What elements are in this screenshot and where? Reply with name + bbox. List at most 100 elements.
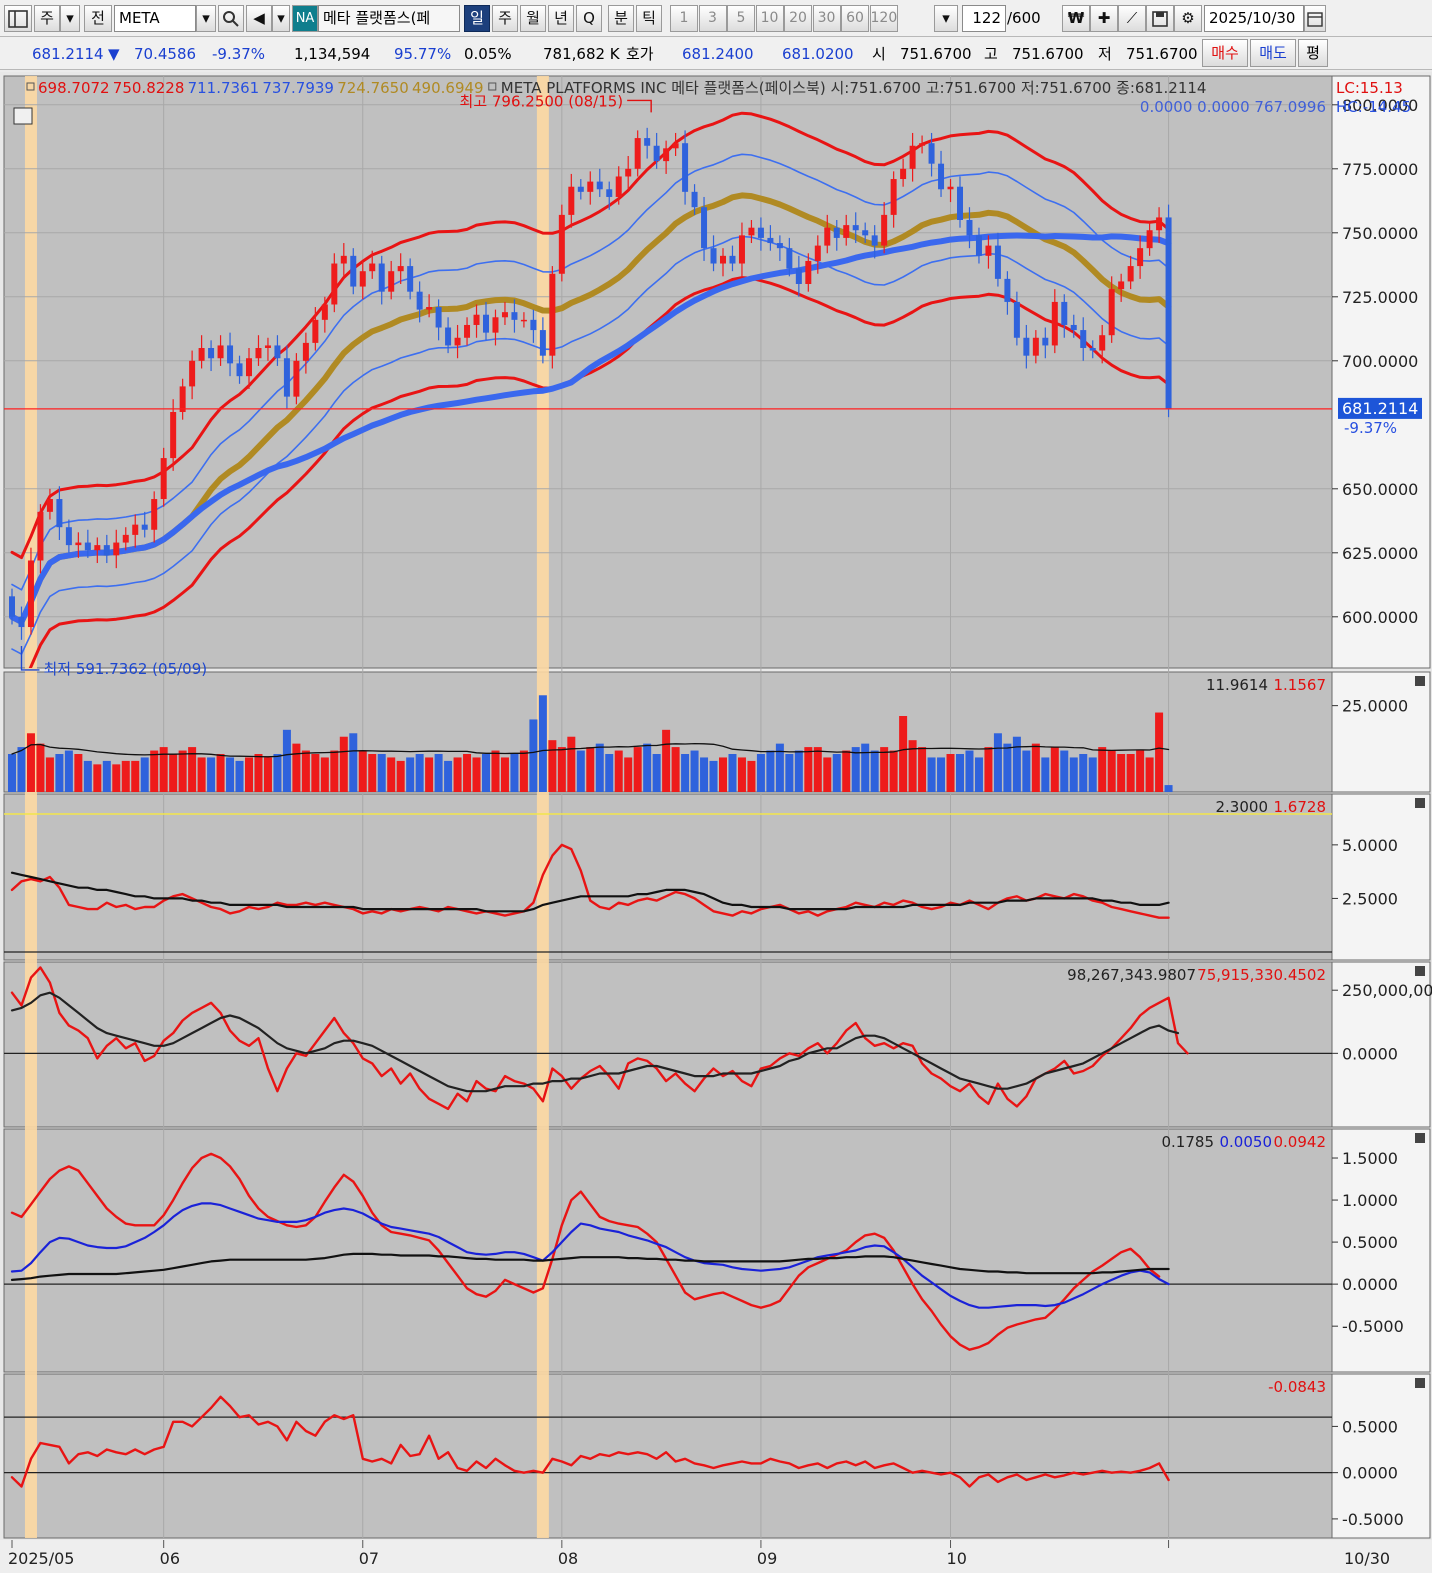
- volume-bar-97: [927, 757, 936, 792]
- candle-body-12: [122, 534, 129, 543]
- minute-unit-120-button[interactable]: 120: [869, 5, 898, 32]
- x-axis-label-4: 09: [757, 1549, 777, 1568]
- market-type-button[interactable]: 주: [34, 5, 60, 32]
- low-annotation-arrow: [20, 645, 40, 671]
- minute-unit-3-button[interactable]: 3: [698, 5, 727, 32]
- candle-body-122: [1165, 217, 1172, 410]
- market-type-dropdown-icon[interactable]: ▾: [60, 5, 80, 32]
- volume-bar-108: [1031, 743, 1040, 792]
- candle-body-82: [786, 248, 793, 269]
- candle-body-2: [27, 560, 34, 628]
- settings-gear-icon[interactable]: ⚙: [1174, 5, 1202, 32]
- legend-marker-2-icon: [488, 82, 497, 91]
- candle-body-78: [748, 227, 755, 236]
- volume-bar-100: [956, 754, 964, 792]
- minute-unit-1-button[interactable]: 1: [670, 5, 698, 32]
- candle-body-41: [397, 266, 404, 272]
- minute-unit-30-button[interactable]: 30: [812, 5, 841, 32]
- volume-bar-25: [245, 757, 253, 792]
- volume-bar-107: [1022, 750, 1031, 792]
- panel-3-collapse-icon: [1415, 966, 1425, 976]
- high-label: 고: [984, 45, 998, 63]
- eval-button[interactable]: 평: [1298, 39, 1328, 67]
- volatility-slow-line: [10, 871, 1170, 913]
- minute-unit-60-button[interactable]: 60: [841, 5, 869, 32]
- line-tool-icon[interactable]: ⟋: [1118, 5, 1146, 32]
- volume-bar-9: [93, 764, 102, 792]
- oscillator-tick-label-3: 0.0000: [1342, 1275, 1398, 1294]
- candle-body-35: [340, 255, 347, 264]
- sell-button[interactable]: 매도: [1250, 39, 1296, 67]
- count-input[interactable]: 122: [962, 5, 1006, 32]
- period-1-button[interactable]: 주: [492, 5, 518, 32]
- candle-body-20: [198, 348, 205, 361]
- volume-bar-86: [823, 757, 832, 792]
- candle-body-19: [189, 360, 196, 387]
- period-5-button[interactable]: 분: [608, 5, 634, 32]
- candle-body-5: [56, 499, 63, 528]
- candle-body-116: [1108, 289, 1115, 336]
- volume-bar-67: [643, 743, 652, 792]
- crosshair-icon[interactable]: ✚: [1090, 5, 1118, 32]
- volume-bar-21: [207, 757, 216, 792]
- volume-bar-98: [937, 757, 946, 792]
- volume-bar-94: [899, 716, 908, 792]
- grid-toggle-icon: [13, 107, 33, 125]
- prev-button[interactable]: 전: [84, 5, 112, 32]
- period-0-button[interactable]: 일: [464, 5, 490, 32]
- volume-bar-74: [709, 760, 718, 792]
- candle-body-3: [37, 511, 44, 561]
- volume-bar-35: [339, 736, 348, 792]
- candle-body-75: [720, 255, 726, 264]
- calendar-icon[interactable]: [1304, 5, 1326, 32]
- candle-body-69: [663, 148, 670, 162]
- period-6-button[interactable]: 틱: [636, 5, 662, 32]
- candle-body-97: [928, 143, 935, 164]
- minute-unit-10-button[interactable]: 10: [755, 5, 784, 32]
- header-value-1: 750.8228: [113, 79, 185, 97]
- open-price: 751.6700: [900, 45, 972, 63]
- period-3-button[interactable]: 년: [548, 5, 574, 32]
- volume-bar-39: [377, 754, 386, 792]
- volume-bar-117: [1117, 754, 1126, 792]
- candle-body-37: [359, 271, 366, 287]
- period-2-button[interactable]: 월: [520, 5, 546, 32]
- price-tick-label-5: 650.0000: [1342, 480, 1418, 499]
- candle-body-72: [691, 191, 698, 208]
- volume-bar-75: [719, 757, 727, 792]
- candle-body-73: [701, 207, 708, 249]
- buy-button[interactable]: 매수: [1202, 39, 1248, 67]
- search-icon[interactable]: [218, 5, 244, 32]
- volume-bar-17: [169, 754, 178, 792]
- sound-dropdown-icon[interactable]: ▾: [272, 5, 290, 32]
- bid-label: 호가: [626, 45, 654, 63]
- candle-body-113: [1080, 330, 1087, 348]
- chart-title: META PLATFORMS INC 메타 플랫폼스(페이스북) 시:751.6…: [501, 79, 1207, 97]
- panel-2-axis: [1331, 793, 1431, 961]
- volume-bar-122: [1164, 785, 1173, 792]
- candle-body-117: [1118, 281, 1125, 290]
- volume-bar-116: [1107, 750, 1116, 792]
- candle-body-94: [900, 168, 907, 180]
- unit-dropdown-icon[interactable]: ▾: [934, 5, 958, 32]
- volume-bar-80: [766, 750, 775, 792]
- date-input[interactable]: 2025/10/30: [1204, 5, 1304, 32]
- save-icon[interactable]: [1146, 5, 1174, 32]
- volume-bar-24: [235, 760, 244, 792]
- layout-icon[interactable]: [4, 5, 32, 32]
- sound-icon[interactable]: ◀: [246, 5, 272, 32]
- currency-icon[interactable]: ₩: [1062, 5, 1090, 32]
- period-4-button[interactable]: Q: [576, 5, 602, 32]
- oscillator-value-1: 0.1785: [1162, 1133, 1215, 1151]
- stock-chart[interactable]: 800.0000 775.0000 750.0000 725.0000 700.0000…: [0, 72, 1432, 1573]
- panel-2-background: [3, 793, 1333, 961]
- candle-body-14: [141, 524, 148, 530]
- symbol-dropdown-icon[interactable]: ▾: [196, 5, 216, 32]
- minute-unit-20-button[interactable]: 20: [784, 5, 812, 32]
- band-upper-line: [11, 153, 1170, 591]
- symbol-input[interactable]: META: [114, 5, 196, 32]
- minute-unit-5-button[interactable]: 5: [727, 5, 755, 32]
- candle-body-43: [416, 291, 423, 310]
- volume-bar-2: [26, 733, 35, 792]
- candle-body-89: [852, 225, 859, 231]
